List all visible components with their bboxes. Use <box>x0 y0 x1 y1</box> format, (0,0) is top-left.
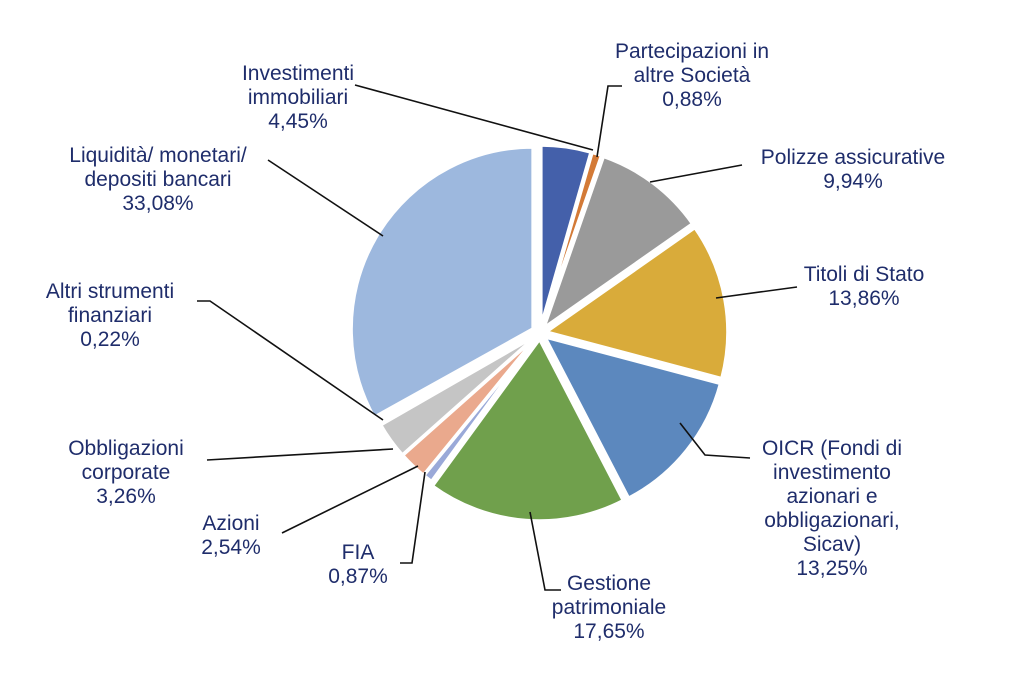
slice-name-label: Partecipazioni in <box>615 40 769 63</box>
slice-value-label: 2,54% <box>201 536 261 559</box>
slice-name-label: investimento <box>773 461 891 484</box>
pie-slices <box>349 143 730 523</box>
leader-line <box>679 422 751 459</box>
leader-line <box>206 448 394 461</box>
slice-label: Polizze assicurative 9,94% <box>761 146 945 193</box>
leader-line <box>529 511 561 591</box>
slice-name-label: Sicav) <box>803 533 861 556</box>
slice-value-label: 13,25% <box>796 557 867 580</box>
slice-label: OICR (Fondi di investimento azionari e obbl… <box>762 437 902 580</box>
pie-slice <box>349 145 535 420</box>
slice-value-label: 0,22% <box>80 328 140 351</box>
leader-line <box>649 164 743 183</box>
pie-slice <box>540 154 696 333</box>
slice-name-label: Azioni <box>202 512 259 535</box>
slice-name-label: Obbligazioni <box>68 437 184 460</box>
slice-label: FIA 0,87% <box>328 541 388 588</box>
slice-name-label: obbligazionari, <box>764 509 899 532</box>
slice-label: Obbligazioni corporate 3,26% <box>68 437 184 508</box>
slice-name-label: azionari e <box>786 485 877 508</box>
leader-line <box>267 159 384 237</box>
leader-line <box>197 300 384 421</box>
slice-name-label: corporate <box>82 461 171 484</box>
slice-name-label: altre Società <box>634 64 751 87</box>
slice-label: Altri strumenti finanziari 0,22% <box>46 280 174 351</box>
slice-value-label: 17,65% <box>573 620 644 643</box>
slice-value-label: 9,94% <box>823 170 883 193</box>
slice-labels: Investimenti immobiliari 4,45% Partecipazio… <box>46 40 945 643</box>
slice-name-label: immobiliari <box>248 86 348 109</box>
slice-label: Gestione patrimoniale 17,65% <box>552 572 666 643</box>
leader-line <box>354 84 594 151</box>
slice-label: Partecipazioni in altre Società 0,88% <box>615 40 769 111</box>
pie-slice <box>541 334 723 501</box>
slice-value-label: 33,08% <box>122 192 193 215</box>
leader-line <box>281 465 419 534</box>
slice-value-label: 13,86% <box>828 287 899 310</box>
pie-slice <box>429 335 626 523</box>
slice-label: Titoli di Stato 13,86% <box>804 263 925 310</box>
leader-lines <box>197 84 798 591</box>
slice-label: Liquidità/ monetari/depositi bancari 33,0… <box>69 144 247 215</box>
leader-line <box>715 286 798 299</box>
slice-name-label: FIA <box>342 541 375 564</box>
slice-name-label: finanziari <box>68 304 152 327</box>
slice-label: Azioni 2,54% <box>201 512 261 559</box>
slice-name-label: Liquidità/ monetari/ <box>69 144 247 167</box>
slice-name-label: OICR (Fondi di <box>762 437 902 460</box>
slice-name-label: depositi bancari <box>84 168 231 191</box>
leader-line <box>400 471 426 564</box>
slice-value-label: 0,87% <box>328 565 388 588</box>
slice-value-label: 0,88% <box>662 88 722 111</box>
slice-name-label: Altri strumenti <box>46 280 174 303</box>
slice-name-label: patrimoniale <box>552 596 666 619</box>
pie-slice <box>541 225 730 381</box>
slice-name-label: Polizze assicurative <box>761 146 945 169</box>
slice-label: Investimenti immobiliari 4,45% <box>242 62 354 133</box>
pie-slice <box>376 332 540 428</box>
slice-name-label: Gestione <box>567 572 651 595</box>
slice-value-label: 3,26% <box>96 485 156 508</box>
slice-name-label: Titoli di Stato <box>804 263 925 286</box>
leader-line <box>596 85 622 158</box>
slice-value-label: 4,45% <box>268 110 328 133</box>
slice-name-label: Investimenti <box>242 62 354 85</box>
